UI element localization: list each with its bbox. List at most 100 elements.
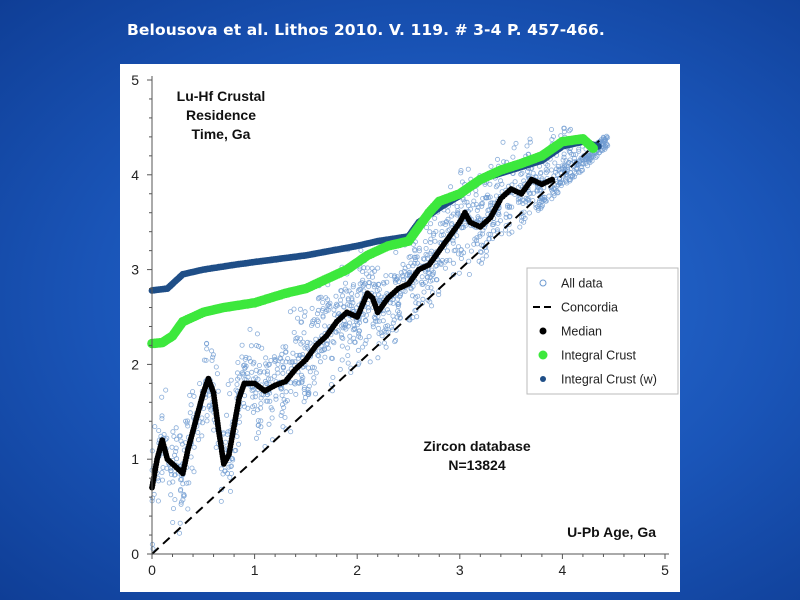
data-point xyxy=(518,171,524,177)
data-point xyxy=(402,288,408,294)
data-point xyxy=(367,359,373,365)
data-point xyxy=(539,176,545,182)
data-point xyxy=(355,288,361,294)
data-point xyxy=(474,241,480,247)
data-point xyxy=(484,195,490,201)
data-point xyxy=(255,376,261,382)
data-point xyxy=(396,301,402,307)
data-point xyxy=(543,167,549,173)
data-point xyxy=(280,370,286,376)
data-point xyxy=(356,328,362,334)
data-point xyxy=(345,296,351,302)
data-point xyxy=(437,221,443,227)
data-point xyxy=(307,340,313,346)
data-point xyxy=(312,391,318,397)
data-point xyxy=(283,359,289,365)
data-point xyxy=(479,242,485,248)
data-point xyxy=(363,318,369,324)
data-point xyxy=(346,288,352,294)
data-point xyxy=(309,305,315,311)
data-point xyxy=(375,325,381,331)
data-point xyxy=(163,387,169,393)
data-point xyxy=(566,128,572,134)
data-point xyxy=(428,285,434,291)
data-point xyxy=(365,308,371,314)
data-point xyxy=(366,333,372,339)
data-point xyxy=(402,265,408,271)
data-point xyxy=(169,471,175,477)
data-point xyxy=(416,248,422,254)
data-point xyxy=(253,390,259,396)
data-point xyxy=(333,303,339,309)
data-point xyxy=(479,203,485,209)
concordia-line xyxy=(151,136,605,555)
data-point xyxy=(391,317,397,323)
data-point xyxy=(506,221,512,227)
data-point xyxy=(362,341,368,347)
data-point xyxy=(315,307,321,313)
data-point xyxy=(376,286,382,292)
data-point xyxy=(392,339,398,345)
data-point xyxy=(561,129,567,135)
data-point xyxy=(301,330,307,336)
data-point xyxy=(240,371,246,377)
data-point xyxy=(306,383,312,389)
data-point xyxy=(317,359,323,365)
data-point xyxy=(499,181,505,187)
data-point xyxy=(429,272,435,278)
data-point xyxy=(204,341,210,347)
data-point xyxy=(442,221,448,227)
data-point xyxy=(537,188,543,194)
data-point xyxy=(577,169,583,175)
y-label-annotation: Residence xyxy=(186,107,256,123)
data-point xyxy=(225,381,231,387)
data-point xyxy=(176,433,182,439)
data-point xyxy=(253,342,259,348)
data-point xyxy=(209,357,215,363)
data-point xyxy=(183,418,189,424)
data-point xyxy=(226,464,232,470)
data-point xyxy=(395,296,401,302)
data-point xyxy=(188,402,194,408)
x-tick-label: 4 xyxy=(559,562,567,578)
data-point xyxy=(471,241,477,247)
data-point xyxy=(449,213,455,219)
legend-label: Median xyxy=(561,325,602,339)
data-point xyxy=(501,159,507,165)
data-point xyxy=(355,322,361,328)
data-point xyxy=(428,221,434,227)
data-point xyxy=(316,295,322,301)
scatter-chart: 0 1 2 3 4 5 0 1 2 3 4 5 Lu-Hf Crustal Residence Time,… xyxy=(131,72,679,578)
data-point xyxy=(397,292,403,298)
data-point xyxy=(452,247,458,253)
data-point xyxy=(200,420,206,426)
data-point xyxy=(255,430,261,436)
y-tick-label: 2 xyxy=(131,356,139,372)
data-point xyxy=(173,445,179,451)
data-point xyxy=(507,213,513,219)
data-point xyxy=(249,369,255,375)
data-point xyxy=(292,359,298,365)
data-point xyxy=(490,221,496,227)
data-point xyxy=(439,228,445,234)
data-point xyxy=(468,248,474,254)
data-point xyxy=(375,355,381,361)
data-point xyxy=(295,315,301,321)
data-point xyxy=(410,283,416,289)
data-point xyxy=(294,352,300,358)
data-point xyxy=(603,141,609,147)
data-point xyxy=(455,251,461,257)
data-point xyxy=(563,172,569,178)
data-point xyxy=(213,364,219,370)
data-point xyxy=(511,145,517,151)
data-point xyxy=(566,159,572,165)
x-axis-label: U-Pb Age, Ga xyxy=(567,524,656,540)
data-point xyxy=(536,200,542,206)
data-point xyxy=(386,309,392,315)
data-point xyxy=(159,413,165,419)
data-point xyxy=(340,325,346,331)
data-point xyxy=(228,377,234,383)
data-point xyxy=(218,466,224,472)
data-point xyxy=(338,288,344,294)
data-point xyxy=(300,352,306,358)
